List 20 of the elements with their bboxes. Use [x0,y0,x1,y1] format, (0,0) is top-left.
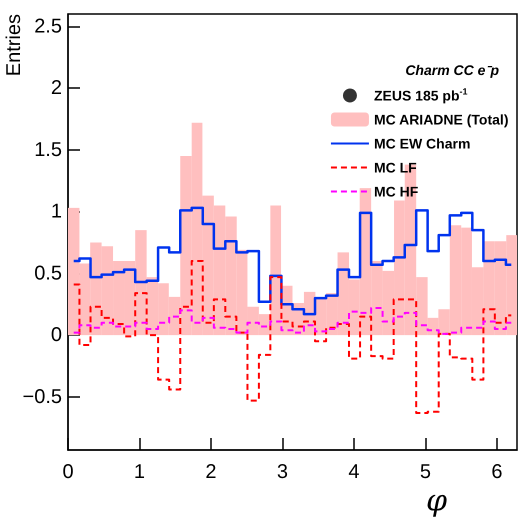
y-tick-label: 0.5 [34,262,62,284]
legend-label: MC EW Charm [374,136,470,152]
legend-title: Charm CC e⁻p [405,62,500,78]
y-tick-label: 2 [50,77,62,100]
legend-label: MC HF [374,184,419,200]
y-tick-label: −0.5 [22,386,62,408]
x-tick-label: 5 [420,461,432,483]
x-tick-label: 3 [276,461,288,483]
x-tick-label: 4 [348,461,360,483]
x-tick-label: 6 [491,461,503,483]
x-axis-title: φ [426,484,447,518]
y-tick-label: 2.5 [34,15,62,38]
legend-label: MC LF [374,160,418,176]
y-tick-label: 0 [50,324,62,346]
y-tick-label: 1.5 [34,138,62,161]
x-tick-label: 1 [134,461,146,483]
x-tick-label: 2 [205,461,217,483]
y-axis-title: Entries [3,14,25,76]
legend-label: MC ARIADNE (Total) [374,112,508,128]
y-tick-label: 1 [50,200,62,223]
